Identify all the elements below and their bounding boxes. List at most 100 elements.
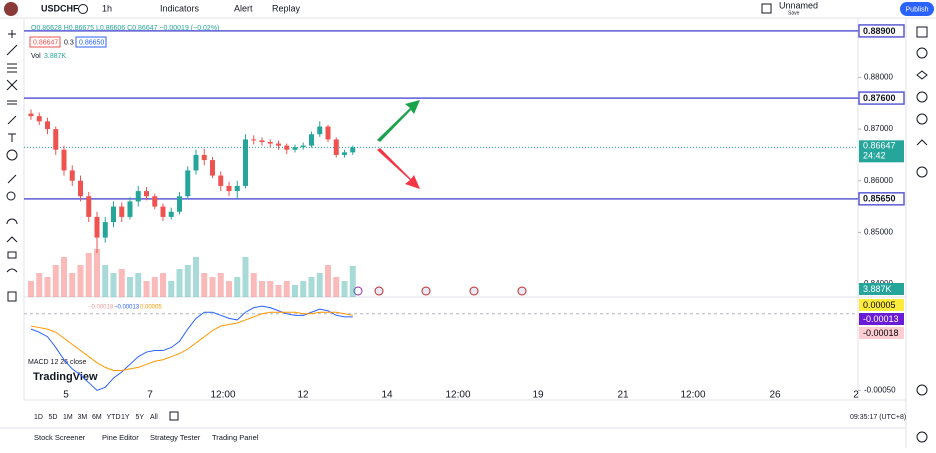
candle-body [168,211,174,217]
candle-body [111,206,116,223]
candle-body [251,139,257,141]
candle-body [152,196,158,207]
macd-readout: −0.00018 [88,305,114,311]
bid[interactable]: 0.86647 [33,39,58,46]
volume-bar [44,277,51,297]
x-tick-label: 12:00 [445,390,470,401]
sidebar-icons[interactable] [916,26,928,443]
range-button[interactable]: 3M [78,414,88,421]
layout-name[interactable]: Unnamed [779,0,818,10]
macd-title: MACD 12 26 close [28,359,86,366]
x-tick-label: 26 [769,390,781,401]
volume-bar [250,273,257,297]
bid-box[interactable] [29,36,61,48]
volume-bar [118,269,125,297]
candle-body [177,196,182,212]
macd-tag-label: 0.00005 [863,300,896,310]
candle-body [259,140,265,142]
volume-bar [259,281,265,297]
layout-icon[interactable] [761,3,772,14]
replay-button[interactable]: Replay [272,3,301,13]
ask[interactable]: 0.86650 [79,39,104,46]
candle-body [325,126,331,140]
candle-body [61,149,67,171]
candle-body [193,154,199,171]
volume-bar [77,265,84,297]
countdown: 24:42 [863,151,886,161]
x-tick-label: 2 [853,390,859,401]
range-button[interactable]: 1D [34,414,43,421]
candle-body [94,216,100,238]
vol-label: Vol [31,53,41,60]
range-button[interactable]: 1M [63,414,73,421]
vol-value: 3.887K [44,53,67,60]
volume-bar [127,277,133,297]
range-button[interactable]: 5D [49,414,58,421]
volume-bar [94,249,100,297]
avatar[interactable] [4,2,18,16]
volume-bar [160,273,166,297]
price-tag [858,24,905,38]
range-button[interactable]: All [150,414,158,421]
volume-bar [184,265,191,297]
candle-body [218,175,224,186]
publish-label[interactable]: Publish [906,6,929,13]
macd-readout: −0.00013 [114,305,140,311]
x-tick-label: 12:00 [210,390,235,401]
volume-bar [242,257,249,297]
candle-body [160,206,166,217]
range-button[interactable]: 6M [92,414,102,421]
macd-tag [859,313,904,325]
volume-tag [859,283,904,295]
volume-bar [176,269,183,297]
x-tick-label: 21 [617,390,629,401]
range-button[interactable]: 5Y [136,414,145,421]
volume-bar [341,281,348,297]
volume-bar [69,273,76,297]
candle-body [36,116,42,122]
indicators-button[interactable]: Indicators [160,3,200,13]
interval[interactable]: 1h [102,3,112,13]
clock: 09:35:17 (UTC+8) [850,414,906,421]
y-tick-label: 0.86000 [864,176,893,185]
add-symbol[interactable] [78,4,88,14]
bottom-tab[interactable]: Pine Editor [102,433,139,442]
volume-bar [168,281,175,297]
candle-body [317,126,323,135]
bottom-tab[interactable]: Trading Panel [212,433,259,442]
trend-arrows [377,100,420,189]
volume-bar [209,277,216,297]
volume-bar [193,257,199,297]
volume-bar [110,273,117,297]
bottom-tab[interactable]: Stock Screener [34,433,86,442]
volume-bar [300,281,307,297]
bottom-tab[interactable]: Strategy Tester [150,433,201,442]
volume-bar [325,265,331,297]
event-icons [353,286,527,296]
candle-body [28,113,34,117]
spread: 0.3 [64,39,74,46]
candle-body [350,147,356,153]
range-button[interactable]: YTD [107,414,121,421]
publish-button[interactable] [900,2,934,16]
x-tick-label: 5 [63,390,69,401]
x-tick-label: 7 [147,390,153,401]
candle-body [86,196,92,217]
symbol[interactable]: USDCHF [41,3,79,13]
y-tick-label: 0.88000 [864,73,893,82]
ask-box[interactable] [75,36,107,48]
price-tag-label: 0.85650 [863,194,896,204]
range-button[interactable]: 1Y [121,414,130,421]
alert-button[interactable]: Alert [234,3,253,13]
candle-body [144,191,149,197]
volume-bar [135,273,142,297]
macd-readout: 0.00005 [140,305,162,311]
date-range-icon[interactable] [169,411,179,421]
volume-bar [226,281,232,297]
price-tag [858,91,905,105]
x-tick-label: 12 [297,390,309,401]
drawing-tools[interactable] [6,30,18,302]
volume-bar [217,273,224,297]
candle-body [243,139,248,186]
